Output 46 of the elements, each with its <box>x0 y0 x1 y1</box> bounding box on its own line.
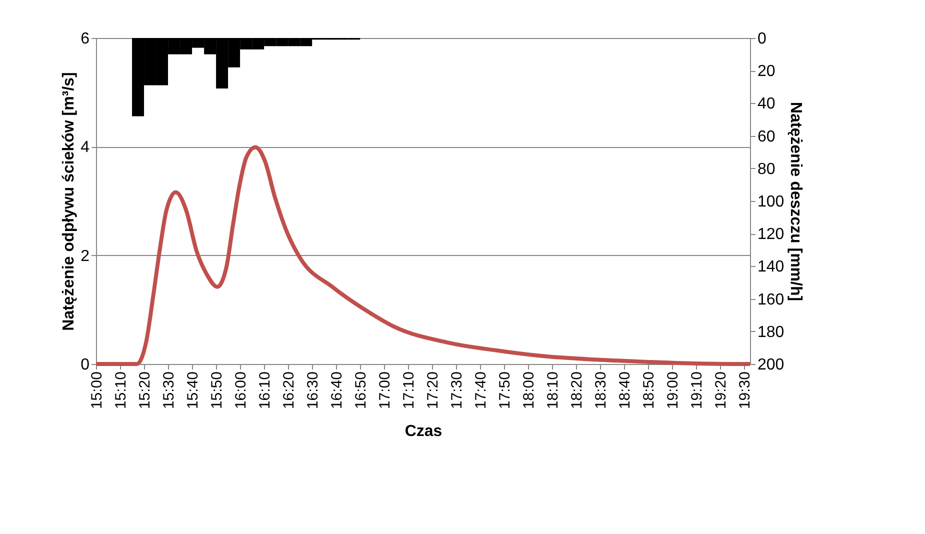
y2-tick-label: 100 <box>758 194 784 210</box>
y2-tick-label: 120 <box>758 226 784 244</box>
x-tick-label: 17:20 <box>424 372 442 410</box>
x-tick-label: 17:40 <box>472 372 490 410</box>
x-tick-label: 17:30 <box>448 372 466 410</box>
x-tick-label: 17:50 <box>496 372 514 410</box>
x-tick-label: 19:10 <box>688 372 706 410</box>
x-tick-label: 17:10 <box>400 372 418 410</box>
y2-tick-label: 80 <box>758 160 776 178</box>
x-tick-label: 15:10 <box>112 372 130 410</box>
y2-tick-label: 0 <box>758 30 766 48</box>
y2-tick-label: 20 <box>758 63 776 80</box>
y-tick-label: 4 <box>80 139 90 156</box>
x-tick-label: 15:30 <box>160 372 178 410</box>
x-tick-label: 18:40 <box>616 372 634 410</box>
x-tick-label: 16:50 <box>352 372 370 410</box>
y-tick-label: 6 <box>80 30 90 48</box>
x-tick-label: 15:20 <box>136 372 154 410</box>
x-tick-label: 16:30 <box>304 372 322 410</box>
x-tick-label: 16:00 <box>232 372 250 410</box>
x-tick-label: 19:00 <box>664 372 682 410</box>
y-tick-label: 2 <box>80 248 90 265</box>
x-axis-title: Czas <box>404 423 442 440</box>
x-tick-label: 16:40 <box>328 372 346 410</box>
x-tick-label: 18:30 <box>592 372 610 410</box>
x-tick-label: 19:30 <box>736 372 754 410</box>
y2-tick-label: 140 <box>758 258 784 276</box>
x-tick-label: 17:00 <box>376 372 394 410</box>
y2-tick-label: 200 <box>758 356 784 374</box>
y2-tick-label: 160 <box>758 291 784 308</box>
y-tick-label: 0 <box>80 356 90 374</box>
x-tick-label: 18:10 <box>544 372 562 410</box>
x-tick-label: 16:10 <box>256 372 274 410</box>
y-axis-title: Natężenie odpływu ścieków [m³/s] <box>60 72 78 331</box>
x-tick-label: 15:50 <box>208 372 226 410</box>
x-tick-label: 15:00 <box>88 372 106 410</box>
x-tick-label: 16:20 <box>280 372 298 410</box>
y2-tick-label: 60 <box>758 128 776 146</box>
x-tick-label: 18:20 <box>568 372 586 410</box>
y2-tick-label: 180 <box>758 324 784 341</box>
x-tick-label: 19:20 <box>712 372 730 410</box>
y2-tick-label: 40 <box>758 96 776 113</box>
x-tick-label: 15:40 <box>184 372 202 410</box>
x-tick-label: 18:00 <box>520 372 538 410</box>
y2-axis-title: Natężenie deszczu [mm/h] <box>787 102 804 302</box>
x-tick-label: 18:50 <box>640 372 658 410</box>
